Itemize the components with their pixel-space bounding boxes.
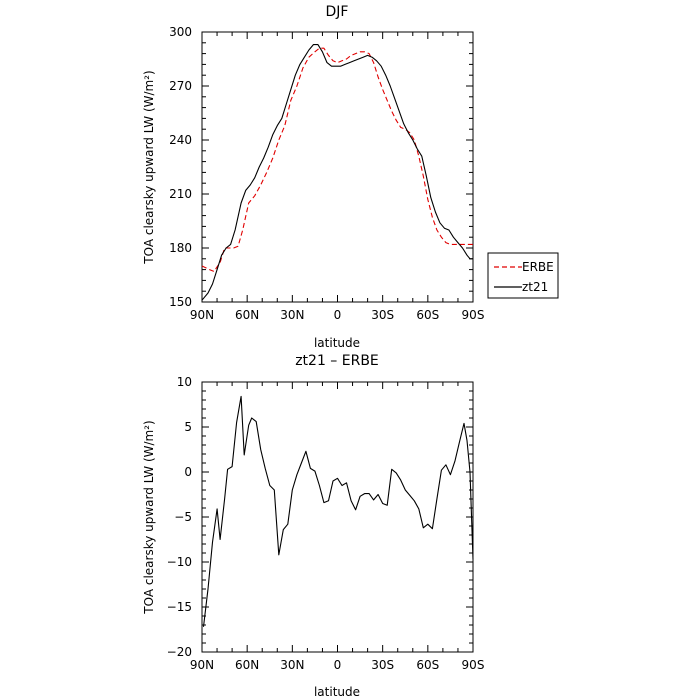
y-axis-label: TOA clearsky upward LW (W/m²) bbox=[142, 70, 156, 264]
chart-title: DJF bbox=[326, 4, 349, 20]
series-line-zt21 bbox=[201, 44, 473, 301]
y-tick-label: 150 bbox=[169, 295, 192, 309]
plot-frame bbox=[201, 31, 474, 303]
legend: ERBE zt21 bbox=[487, 252, 559, 299]
y-tick-label: 270 bbox=[169, 79, 192, 93]
y-tick-label: −15 bbox=[167, 600, 192, 614]
y-tick-label: 0 bbox=[184, 465, 192, 479]
x-axis-label: latitude bbox=[314, 336, 360, 350]
series-line-zt21-erbe bbox=[202, 395, 474, 627]
x-tick-label: 90S bbox=[462, 658, 485, 672]
legend-label-erbe: ERBE bbox=[522, 260, 554, 274]
x-tick-label: 90S bbox=[462, 308, 485, 322]
x-axis-label: latitude bbox=[314, 685, 360, 699]
legend-label-zt21: zt21 bbox=[522, 280, 548, 294]
y-tick-label: 5 bbox=[184, 420, 192, 434]
x-tick-label: 90N bbox=[190, 308, 214, 322]
x-tick-label: 0 bbox=[334, 658, 342, 672]
chart-title: zt21 – ERBE bbox=[295, 353, 379, 369]
y-tick-label: −10 bbox=[167, 555, 192, 569]
x-tick-label: 60S bbox=[416, 308, 439, 322]
series-line-erbe bbox=[201, 47, 473, 272]
y-tick-label: −5 bbox=[174, 510, 192, 524]
chart-djf: DJF 90N 60N 30N 0 30S 60S 90S 150 180 210 240 270 30… bbox=[142, 4, 559, 350]
legend-box bbox=[487, 252, 559, 299]
y-tick-label: 300 bbox=[169, 25, 192, 39]
y-tick-label: 180 bbox=[169, 241, 192, 255]
x-tick-label: 30S bbox=[371, 658, 394, 672]
x-tick-label: 30N bbox=[280, 658, 304, 672]
x-tick-label: 30S bbox=[371, 308, 394, 322]
y-tick-label: 210 bbox=[169, 187, 192, 201]
chart-difference: zt21 – ERBE 90N 60N 30N 0 30S 60S 90S −20 −15 −10… bbox=[142, 353, 484, 699]
x-tick-label: 30N bbox=[280, 308, 304, 322]
x-tick-label: 60N bbox=[235, 658, 259, 672]
y-tick-label: 10 bbox=[177, 375, 192, 389]
y-axis-label: TOA clearsky upward LW (W/m²) bbox=[142, 420, 156, 614]
y-tick-label: 240 bbox=[169, 133, 192, 147]
x-tick-label: 60N bbox=[235, 308, 259, 322]
x-tick-label: 0 bbox=[334, 308, 342, 322]
x-tick-label: 60S bbox=[416, 658, 439, 672]
y-tick-label: −20 bbox=[167, 645, 192, 659]
x-tick-label: 90N bbox=[190, 658, 214, 672]
